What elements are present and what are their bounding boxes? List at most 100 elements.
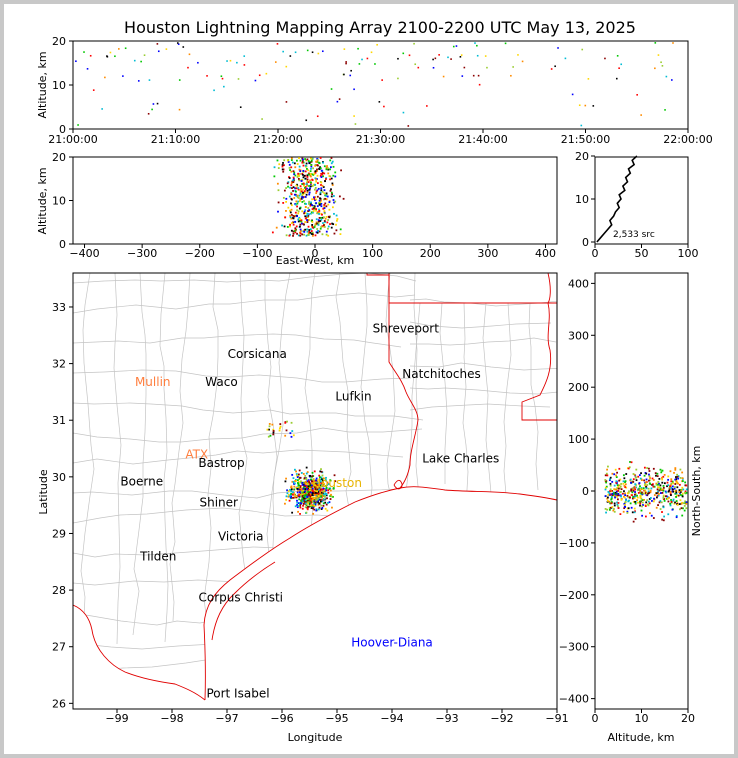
ew-source bbox=[305, 215, 308, 218]
ew-source bbox=[297, 220, 300, 223]
ew-source bbox=[291, 179, 294, 182]
map-source bbox=[325, 485, 327, 487]
ew-source bbox=[323, 220, 326, 222]
map-source bbox=[312, 490, 314, 493]
ew-source bbox=[318, 203, 321, 206]
time-source bbox=[455, 45, 458, 47]
map-source bbox=[315, 509, 318, 512]
ns-source bbox=[674, 492, 677, 495]
ew-source bbox=[317, 212, 319, 215]
ew-source bbox=[301, 222, 303, 225]
ew-source bbox=[297, 197, 300, 199]
ns-source bbox=[670, 482, 673, 485]
map-source bbox=[311, 493, 313, 496]
ew-source bbox=[301, 233, 304, 236]
ew-source bbox=[335, 223, 337, 226]
map-source bbox=[305, 472, 308, 475]
ns-source bbox=[672, 482, 675, 485]
ew-source bbox=[301, 192, 304, 195]
map-source bbox=[299, 476, 302, 479]
ns-source bbox=[669, 484, 672, 487]
time-source bbox=[447, 56, 449, 59]
ns-source bbox=[679, 477, 682, 479]
ew-source bbox=[316, 170, 318, 173]
ns-source bbox=[684, 491, 686, 494]
map-source bbox=[304, 488, 307, 490]
ew-source bbox=[328, 201, 331, 203]
map-source bbox=[332, 495, 334, 498]
ns-source bbox=[615, 476, 618, 479]
ns-source bbox=[627, 507, 630, 510]
map-source bbox=[330, 495, 333, 498]
map-source bbox=[309, 493, 312, 496]
ew-source bbox=[312, 205, 315, 208]
time-source bbox=[654, 67, 656, 70]
ns-source bbox=[656, 472, 659, 475]
ns-source bbox=[613, 510, 616, 513]
ew-source bbox=[304, 186, 306, 189]
ew-source bbox=[323, 207, 326, 209]
ew-source bbox=[298, 216, 301, 219]
ns-source bbox=[607, 496, 609, 499]
map-source bbox=[329, 498, 332, 500]
map-source bbox=[327, 502, 329, 504]
ns-source bbox=[651, 500, 653, 502]
map-source bbox=[315, 494, 317, 497]
ew-source bbox=[313, 207, 316, 210]
map-source bbox=[300, 494, 302, 497]
ns-source bbox=[610, 490, 613, 493]
map-source bbox=[305, 480, 307, 483]
ns-source bbox=[608, 479, 611, 482]
ew-source bbox=[290, 208, 293, 211]
map-source bbox=[285, 495, 288, 498]
map-source bbox=[302, 473, 305, 475]
time-source bbox=[143, 54, 146, 57]
ns-source bbox=[632, 500, 635, 503]
time-source bbox=[221, 77, 224, 80]
map-source bbox=[315, 493, 318, 496]
ns-source bbox=[656, 475, 659, 478]
ns-source bbox=[645, 478, 648, 481]
map-source bbox=[314, 491, 317, 494]
map-source bbox=[301, 483, 304, 486]
ew-source bbox=[294, 211, 297, 214]
ew-source bbox=[333, 201, 335, 204]
map-source bbox=[308, 494, 310, 496]
ew-source bbox=[310, 230, 313, 232]
map-source bbox=[324, 488, 327, 490]
time-source bbox=[156, 43, 159, 45]
map-source bbox=[289, 496, 292, 499]
ew-source bbox=[335, 229, 338, 232]
ns-source bbox=[604, 495, 607, 498]
map-source bbox=[279, 425, 282, 428]
map-source bbox=[279, 423, 282, 425]
map-source bbox=[306, 471, 309, 473]
ns-source bbox=[675, 478, 678, 480]
map-source bbox=[305, 511, 308, 514]
map-source bbox=[268, 423, 271, 425]
map-source bbox=[317, 495, 320, 497]
ew-source bbox=[316, 212, 319, 215]
time-source bbox=[450, 58, 452, 60]
ew-source bbox=[292, 217, 294, 219]
ns-source bbox=[661, 518, 664, 521]
ns-source bbox=[669, 493, 672, 495]
time-source bbox=[336, 100, 339, 103]
ew-source bbox=[288, 176, 290, 178]
ns-source bbox=[646, 499, 649, 502]
ns-source bbox=[634, 495, 637, 498]
ew-source bbox=[309, 161, 312, 164]
map-source bbox=[297, 473, 300, 476]
ns-source bbox=[666, 485, 668, 488]
ew-source bbox=[306, 158, 309, 161]
map-source bbox=[314, 501, 317, 504]
ew-source bbox=[291, 161, 294, 164]
map-source bbox=[306, 507, 309, 510]
ew-source bbox=[327, 219, 330, 221]
ns-source bbox=[678, 483, 681, 486]
time-source bbox=[276, 43, 279, 45]
map-source bbox=[325, 494, 328, 497]
ew-source bbox=[332, 223, 335, 226]
time-source bbox=[374, 63, 376, 65]
